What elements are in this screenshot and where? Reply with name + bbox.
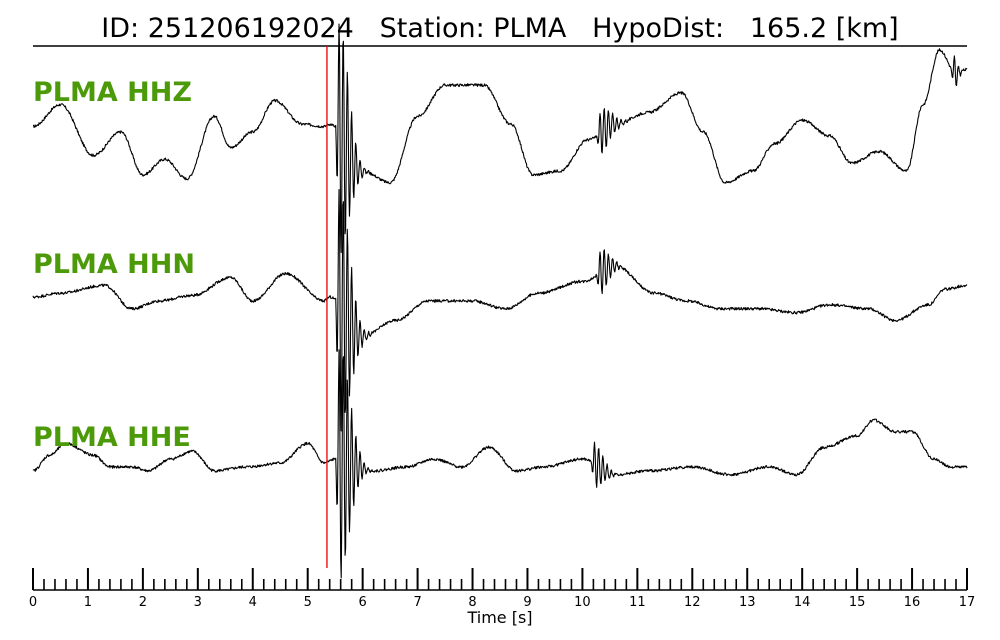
trace-hhe-waveform [32,349,968,579]
tick-label: 5 [304,595,312,610]
tick-label: 9 [523,595,531,610]
tick-label: 8 [468,595,476,610]
tick-label: 7 [413,595,421,610]
tick-label: 14 [794,595,811,610]
tick-label: 13 [739,595,756,610]
tick-label: 1 [84,595,92,610]
trace-hhe: PLMA HHE [32,349,968,579]
tick-label: 16 [904,595,921,610]
tick-label: 4 [249,595,257,610]
trace-hhz: PLMA HHZ [32,23,968,254]
tick-label: 12 [684,595,701,610]
trace-hhz-waveform [32,23,968,254]
tick-label: 10 [574,595,591,610]
tick-label: 6 [359,595,367,610]
trace-hhz-label: PLMA HHZ [33,77,192,108]
trace-hhn: PLMA HHN [32,189,968,432]
time-axis-label: Time [s] [466,608,532,627]
tick-label: 0 [29,595,37,610]
tick-label: 15 [849,595,866,610]
time-axis: 0 1 2 3 4 5 6 7 8 9 10 11 12 13 14 15 16 17 Time [s] [29,568,975,627]
trace-hhn-label: PLMA HHN [33,249,195,280]
trace-hhe-label: PLMA HHE [33,422,191,453]
tick-label: 11 [629,595,646,610]
trace-hhn-waveform [32,189,968,432]
tick-label: 3 [194,595,202,610]
tick-label: 17 [959,595,976,610]
tick-label: 2 [139,595,147,610]
figure-title: ID: 251206192024 Station: PLMA HypoDist:… [101,13,898,44]
